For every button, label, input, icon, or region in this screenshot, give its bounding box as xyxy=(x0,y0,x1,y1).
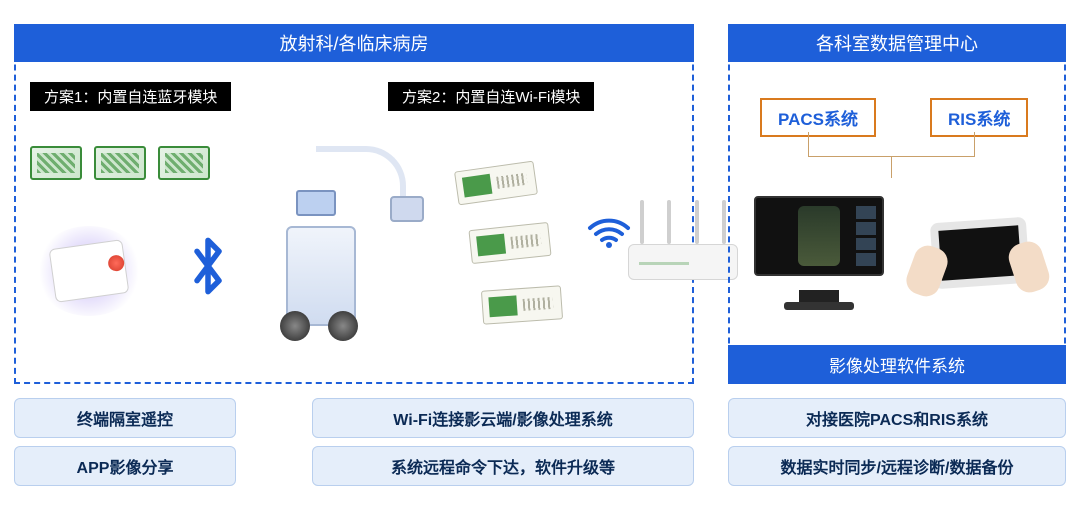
option2-label: 方案2：内置自连Wi-Fi模块 xyxy=(388,82,594,111)
pill-terminal-remote: 终端隔室遥控 xyxy=(14,398,236,438)
pill-data-sync: 数据实时同步/远程诊断/数据备份 xyxy=(728,446,1066,486)
pill-wifi-cloud: Wi-Fi连接影云端/影像处理系统 xyxy=(312,398,694,438)
left-panel-title: 放射科/各临床病房 xyxy=(14,24,694,62)
imaging-workstation-icon xyxy=(754,196,884,306)
wifi-module-board-icon xyxy=(468,222,551,264)
connector-line xyxy=(891,156,892,178)
right-panel-title: 各科室数据管理中心 xyxy=(728,24,1066,62)
bt-module-chip-icon xyxy=(158,146,210,180)
ris-badge: RIS系统 xyxy=(930,98,1028,137)
bt-module-chip-icon xyxy=(30,146,82,180)
wifi-module-board-icon xyxy=(454,161,538,206)
right-panel: 各科室数据管理中心 PACS系统 RIS系统 影像处理软件系统 xyxy=(728,24,1066,384)
pill-app-share: APP影像分享 xyxy=(14,446,236,486)
bluetooth-icon xyxy=(186,234,230,311)
tablet-in-hands-icon xyxy=(906,202,1046,312)
left-panel: 放射科/各临床病房 方案1：内置自连蓝牙模块 方案2：内置自连Wi-Fi模块 xyxy=(14,24,694,384)
pacs-badge: PACS系统 xyxy=(760,98,876,137)
pill-pacs-ris: 对接医院PACS和RIS系统 xyxy=(728,398,1066,438)
pill-remote-cmd: 系统远程命令下达，软件升级等 xyxy=(312,446,694,486)
connector-line xyxy=(974,132,975,156)
connector-line xyxy=(808,132,809,156)
software-bar: 影像处理软件系统 xyxy=(728,345,1066,384)
option1-label: 方案1：内置自连蓝牙模块 xyxy=(30,82,231,111)
remote-control-pad-icon xyxy=(34,226,144,316)
wifi-signal-icon xyxy=(586,212,632,260)
bt-module-chip-icon xyxy=(94,146,146,180)
wifi-module-board-icon xyxy=(481,285,563,324)
mobile-xray-machine-icon xyxy=(256,146,406,336)
wifi-router-icon xyxy=(628,200,738,290)
